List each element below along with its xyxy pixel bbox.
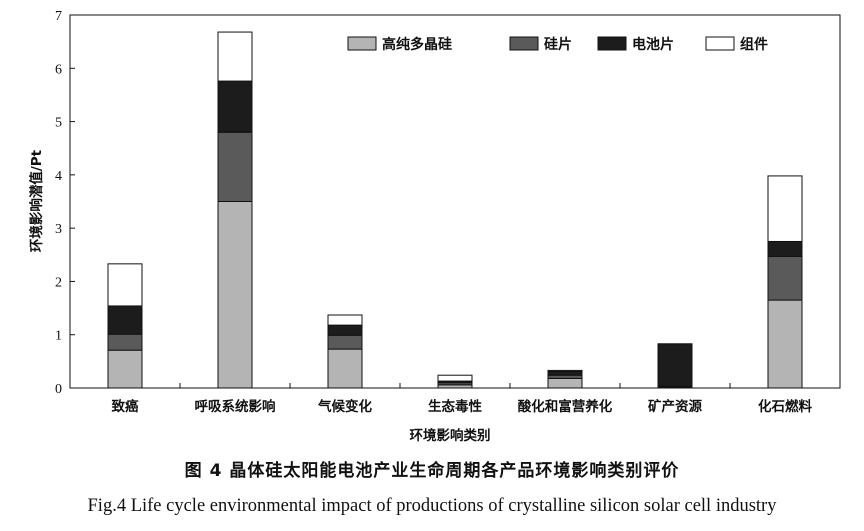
y-tick-label: 7 [55,9,62,24]
x-category-label: 生态毒性 [428,398,482,415]
figure-caption-english: Fig.4 Life cycle environmental impact of… [87,496,777,516]
x-category-label: 致癌 [112,398,139,415]
bar-stacks [107,31,803,389]
x-category-label: 呼吸系统影响 [195,398,276,415]
bar-segment [327,324,363,336]
bar-segment [327,348,363,389]
stacked-bar-chart: 0 1 2 3 4 5 6 7 致癌 呼吸系统影响 气候变化 生态毒性 酸化和富营养化 矿产资源 化石燃料… [28,9,841,444]
legend-swatch [509,36,539,51]
y-tick-label: 3 [55,222,62,237]
y-tick-label: 6 [55,62,62,77]
bar-segment [657,343,693,387]
bar-segment [767,175,803,242]
bar-segment [217,31,253,82]
bar-segment [107,305,143,335]
bar-segment [217,131,253,203]
legend-swatch [705,36,735,51]
x-category-label: 气候变化 [317,398,372,415]
plot-frame [69,14,841,389]
figure-caption-chinese: 图 4 晶体硅太阳能电池产业生命周期各产品环境影响类别评价 [184,461,680,481]
legend-swatch [597,36,627,51]
legend-label: 电池片 [632,36,674,53]
bar-segment [107,263,143,307]
bar-segment [327,314,363,326]
bar-segment [547,369,583,372]
x-category-label: 化石燃料 [758,398,812,415]
bar-segment [437,374,473,382]
bar-segment [767,240,803,257]
y-tick-label: 5 [55,116,62,131]
y-axis-ticks: 0 1 2 3 4 5 6 7 [55,9,75,397]
legend-label: 硅片 [544,36,572,53]
bar-segment [767,255,803,301]
y-tick-label: 4 [55,169,62,184]
legend-label: 组件 [740,36,768,53]
y-tick-label: 2 [55,275,62,290]
bar-segment [217,201,253,389]
x-axis-ticks: 致癌 呼吸系统影响 气候变化 生态毒性 酸化和富营养化 矿产资源 化石燃料 [112,383,812,415]
y-tick-label: 0 [55,382,62,397]
legend-label: 高纯多晶硅 [382,36,452,53]
bar-segment [107,333,143,351]
bar-segment [547,370,583,376]
bar-segment [767,299,803,389]
legend: 高纯多晶硅 硅片 电池片 组件 [347,36,768,53]
legend-swatch [347,36,377,51]
bar-segment [327,334,363,350]
y-tick-label: 1 [55,329,62,344]
bar-segment [547,377,583,389]
bar-segment [107,349,143,389]
x-category-label: 酸化和富营养化 [518,398,613,415]
y-axis-label: 环境影响潜值/Pt [28,149,45,252]
x-axis-label: 环境影响类别 [410,427,491,444]
bar-segment [217,80,253,133]
x-category-label: 矿产资源 [648,398,702,415]
